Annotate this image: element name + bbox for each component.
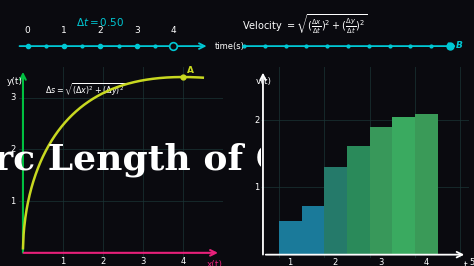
- Text: 1: 1: [10, 197, 16, 206]
- Text: 3: 3: [134, 26, 139, 35]
- Text: 4: 4: [424, 258, 429, 266]
- Bar: [279, 221, 301, 255]
- Text: 1: 1: [255, 183, 260, 192]
- Text: 1: 1: [60, 257, 65, 266]
- Text: time(s): time(s): [215, 41, 245, 51]
- Text: 2: 2: [255, 116, 260, 125]
- Text: 2: 2: [333, 258, 338, 266]
- Text: t: t: [464, 261, 467, 266]
- Text: 4: 4: [170, 26, 176, 35]
- Bar: [324, 167, 347, 255]
- Text: 2: 2: [100, 257, 106, 266]
- Text: 2: 2: [98, 26, 103, 35]
- Text: 3: 3: [378, 258, 383, 266]
- Text: v(t): v(t): [256, 77, 272, 86]
- Text: y(t): y(t): [7, 77, 23, 86]
- Text: $\Delta t = 0.50$: $\Delta t = 0.50$: [76, 16, 125, 28]
- Text: 5: 5: [469, 258, 474, 266]
- Text: x(t): x(t): [207, 260, 223, 266]
- Text: A: A: [187, 66, 194, 75]
- Text: 3: 3: [10, 93, 16, 102]
- Bar: [347, 146, 370, 255]
- Text: 3: 3: [140, 257, 146, 266]
- Bar: [370, 127, 392, 255]
- Text: Velocity $= \sqrt{(\frac{\Delta x}{\Delta t})^2+(\frac{\Delta y}{\Delta t})^2}$: Velocity $= \sqrt{(\frac{\Delta x}{\Delt…: [242, 12, 367, 36]
- Bar: [392, 117, 415, 255]
- Text: 2: 2: [10, 145, 16, 154]
- Text: Arc Length of Curves: Arc Length of Curves: [0, 142, 394, 177]
- Bar: [415, 114, 438, 255]
- Text: 4: 4: [180, 257, 185, 266]
- Bar: [301, 206, 324, 255]
- Text: B: B: [456, 41, 462, 50]
- Text: 0: 0: [25, 26, 30, 35]
- Text: 1: 1: [288, 258, 293, 266]
- Text: 1: 1: [61, 26, 67, 35]
- Text: $\Delta s = \sqrt{(\Delta x)^2 + (\Delta y)^2}$: $\Delta s = \sqrt{(\Delta x)^2 + (\Delta…: [45, 82, 126, 99]
